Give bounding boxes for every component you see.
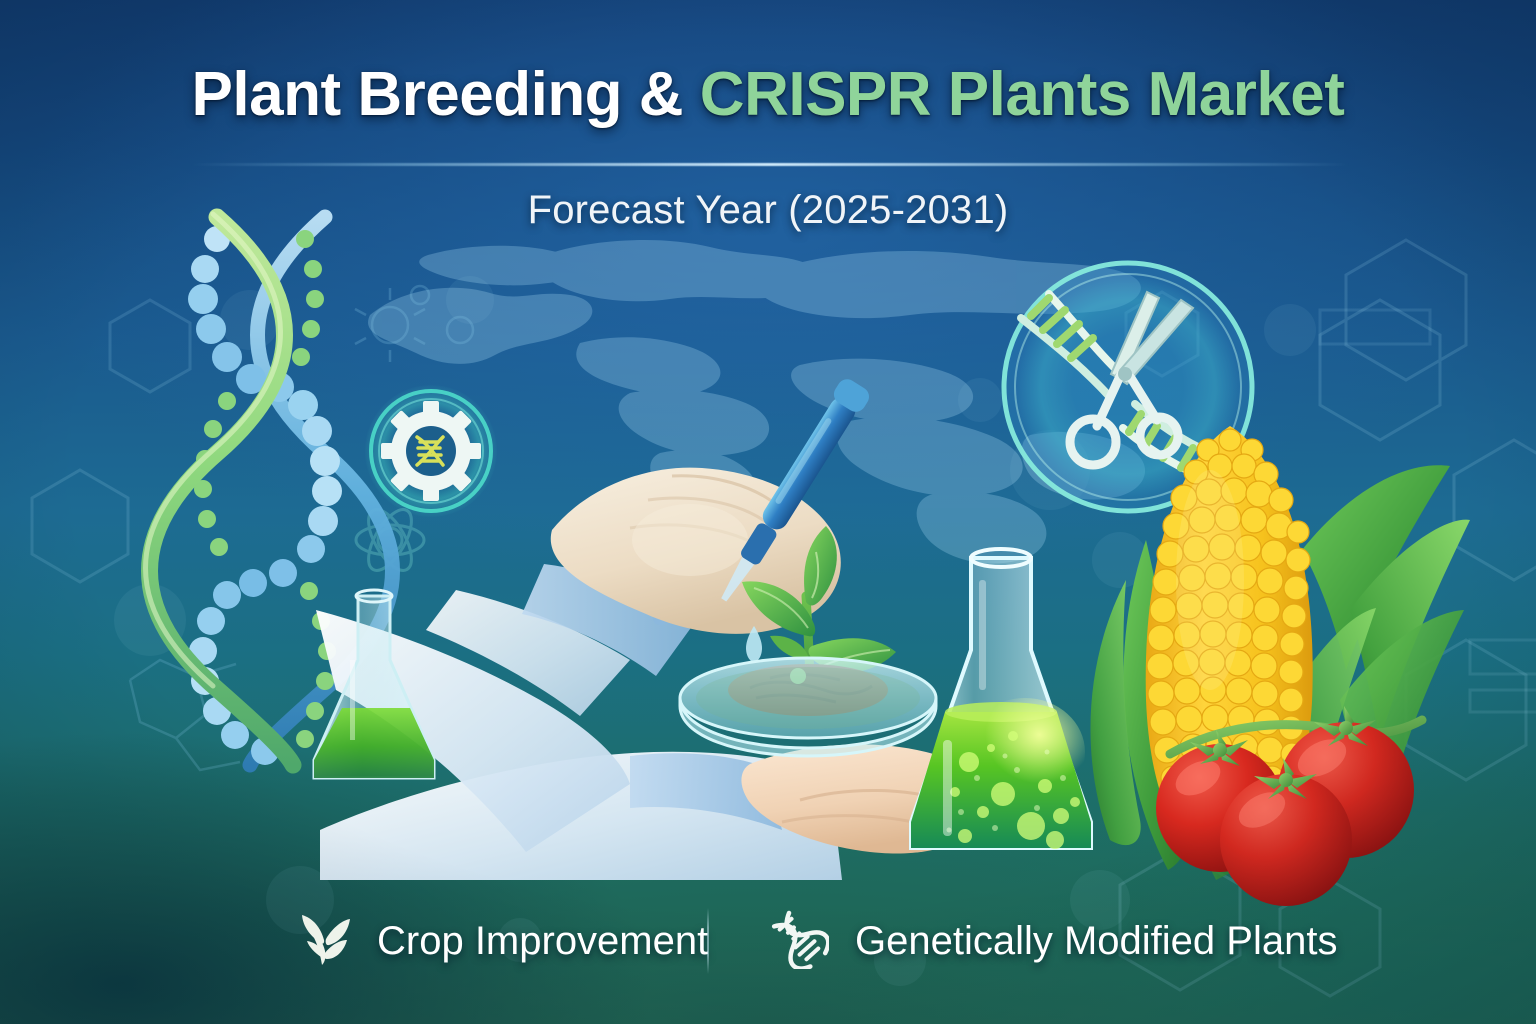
title-segment-primary: Plant Breeding & <box>191 60 700 129</box>
petri-dish-seedling <box>678 526 938 758</box>
dna-double-helix <box>141 208 400 774</box>
feature-label: Genetically Modified Plants <box>855 918 1338 963</box>
footer-features: Crop Improvement <box>0 906 1536 976</box>
dna-helix-icon <box>769 909 831 974</box>
erlenmeyer-flask-large <box>909 547 1093 850</box>
feature-label: Crop Improvement <box>377 918 709 963</box>
footer-divider <box>707 908 709 974</box>
scientist-hands <box>312 379 984 880</box>
title-divider <box>190 163 1350 166</box>
gear-dna-icon <box>365 385 497 517</box>
tomato-cluster <box>1156 706 1427 906</box>
page-title: Plant Breeding & CRISPR Plants Market <box>0 62 1536 127</box>
title-segment-accent: CRISPR Plants Market <box>699 60 1345 129</box>
forecast-subtitle: Forecast Year (2025-2031) <box>527 188 1009 232</box>
leaf-sprout-icon <box>297 909 351 974</box>
feature-crop-improvement: Crop Improvement <box>147 909 709 974</box>
erlenmeyer-flask-small <box>312 588 436 780</box>
feature-gm-plants: Genetically Modified Plants <box>709 909 1389 974</box>
